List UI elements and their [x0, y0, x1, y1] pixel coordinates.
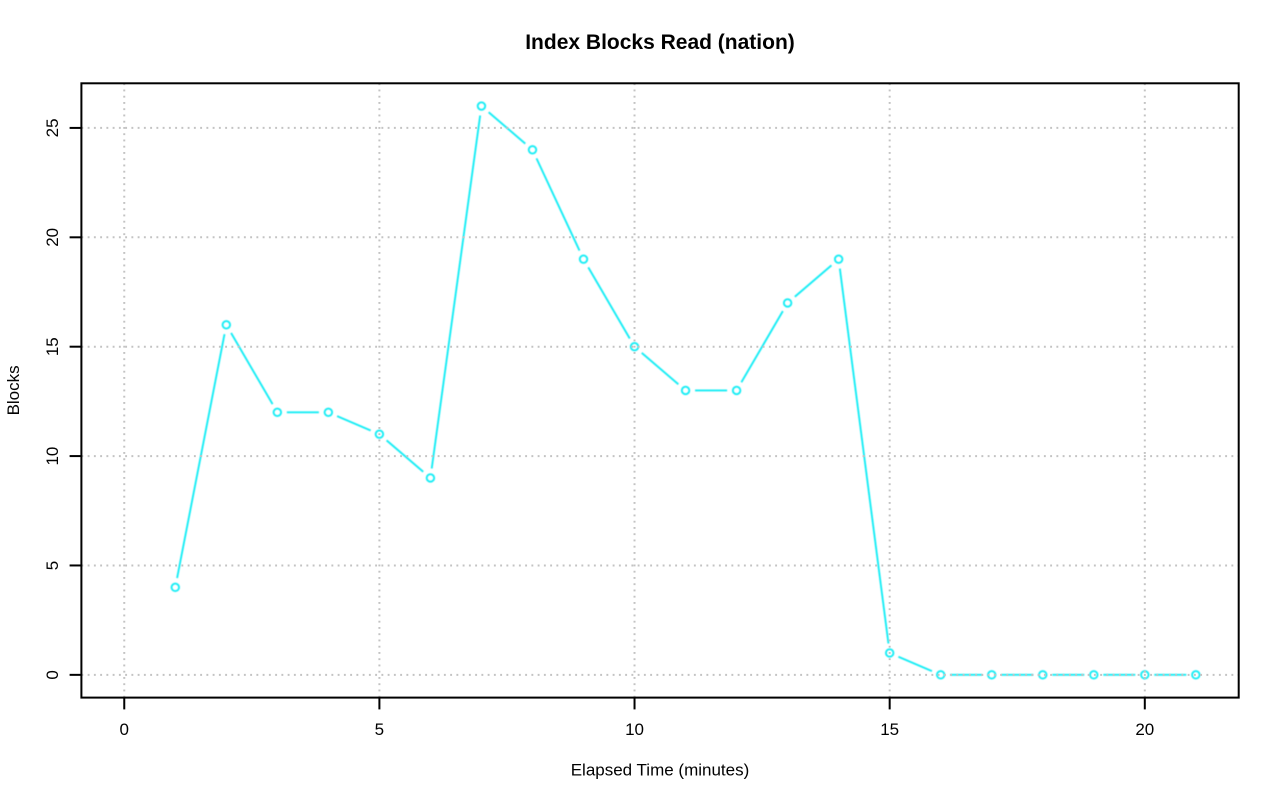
svg-text:Elapsed Time (minutes): Elapsed Time (minutes): [571, 761, 750, 780]
svg-text:0: 0: [120, 720, 129, 739]
svg-text:5: 5: [43, 561, 62, 570]
svg-text:Index Blocks Read (nation): Index Blocks Read (nation): [525, 31, 795, 54]
svg-text:15: 15: [43, 337, 62, 356]
svg-text:10: 10: [43, 447, 62, 466]
svg-text:10: 10: [625, 720, 644, 739]
svg-text:20: 20: [1135, 720, 1154, 739]
svg-text:0: 0: [43, 670, 62, 679]
svg-text:20: 20: [43, 228, 62, 247]
svg-text:25: 25: [43, 118, 62, 137]
svg-text:5: 5: [375, 720, 384, 739]
svg-text:15: 15: [880, 720, 899, 739]
svg-text:Blocks: Blocks: [4, 365, 23, 415]
